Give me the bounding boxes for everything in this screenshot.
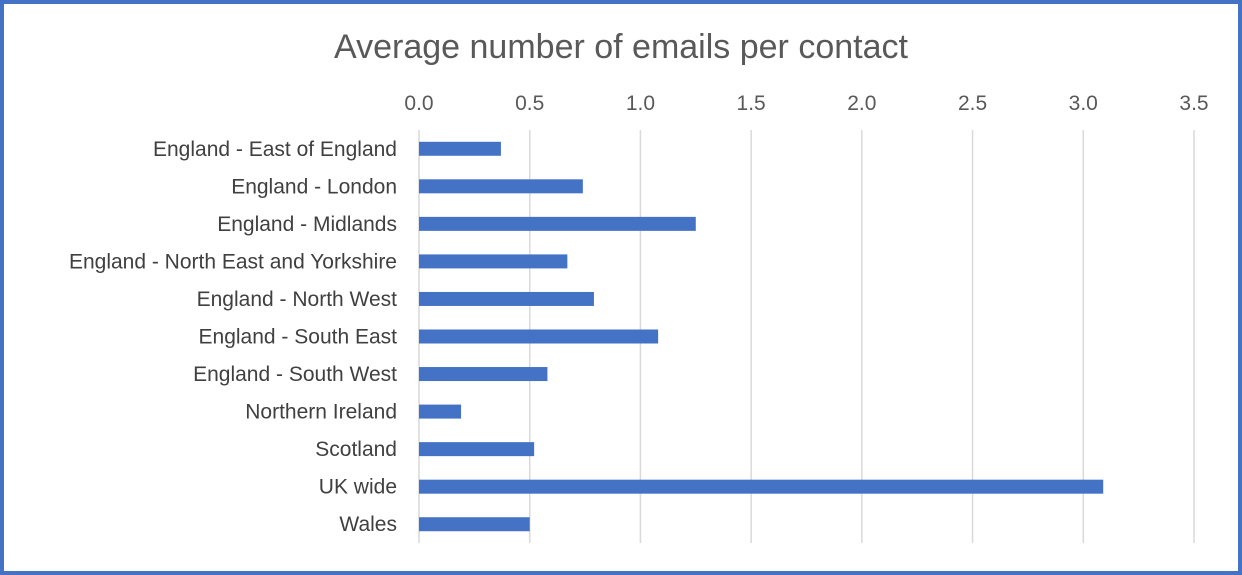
x-tick-label: 1.5 <box>737 92 766 115</box>
bar <box>419 329 659 344</box>
category-label: England - East of England <box>153 138 397 161</box>
category-label: England - South East <box>199 326 398 349</box>
category-label: Scotland <box>315 438 397 461</box>
x-tick-label: 2.5 <box>958 92 987 115</box>
x-tick-label: 0.0 <box>404 92 433 115</box>
category-label: England - North East and Yorkshire <box>69 250 397 273</box>
category-labels: England - East of England England - Londo… <box>69 138 397 536</box>
category-label: England - North West <box>197 288 398 311</box>
bar <box>419 442 535 457</box>
gridlines <box>418 130 1195 543</box>
bar <box>419 367 548 382</box>
bar <box>419 479 1104 494</box>
x-tick-label: 2.0 <box>847 92 876 115</box>
chart-title: Average number of emails per contact <box>334 28 908 66</box>
bar <box>419 254 568 269</box>
bar <box>419 216 696 231</box>
category-label: Northern Ireland <box>245 401 397 424</box>
x-tick-label: 1.0 <box>626 92 655 115</box>
bar <box>419 179 583 194</box>
category-label: UK wide <box>319 476 397 499</box>
category-label: England - Midlands <box>217 213 397 236</box>
x-tick-label: 0.5 <box>515 92 544 115</box>
bars <box>419 141 1104 532</box>
bar <box>419 291 594 306</box>
category-label: England - South West <box>193 363 397 386</box>
x-axis-ticks: 0.0 0.5 1.0 1.5 2.0 2.5 3.0 3.5 <box>404 92 1208 115</box>
category-label: Wales <box>339 513 397 536</box>
bar <box>419 404 462 419</box>
x-tick-label: 3.5 <box>1179 92 1208 115</box>
bar <box>419 517 530 532</box>
bar <box>419 141 501 156</box>
category-label: England - London <box>231 175 397 198</box>
x-tick-label: 3.0 <box>1069 92 1098 115</box>
